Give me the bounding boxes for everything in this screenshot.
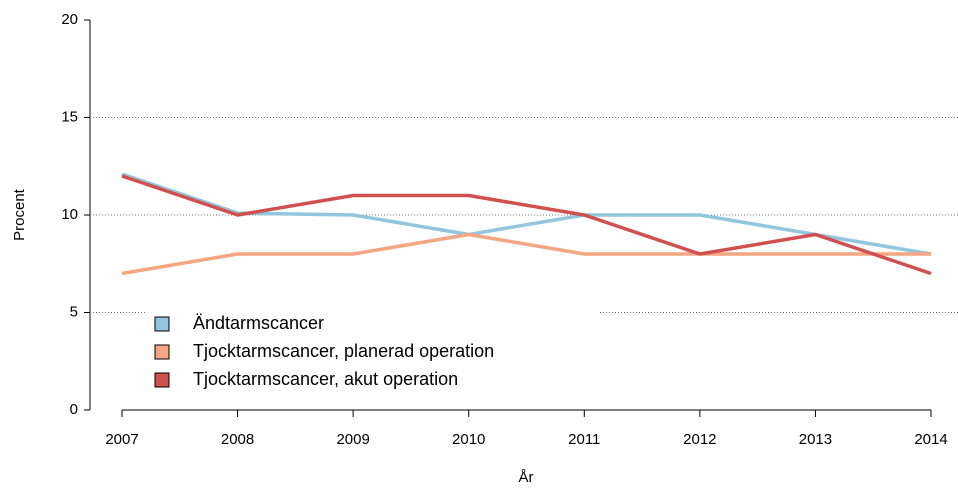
legend-swatch	[154, 316, 170, 332]
legend-swatch	[154, 344, 170, 360]
x-tick-label: 2014	[914, 431, 947, 448]
x-tick-label: 2011	[568, 431, 600, 448]
legend-background	[145, 310, 600, 398]
legend-label: Ändtarmscancer	[193, 313, 324, 333]
legend-swatch	[154, 372, 170, 388]
x-tick-label: 2010	[452, 431, 485, 448]
legend-label: Tjocktarmscancer, akut operation	[193, 369, 458, 389]
y-tick-label: 10	[61, 206, 78, 223]
data-line	[121, 174, 932, 276]
x-tick-label: 2012	[683, 431, 716, 448]
y-tick-label: 20	[61, 11, 78, 28]
data-line	[121, 232, 931, 276]
x-tick-label: 2009	[336, 431, 369, 448]
y-tick-label: 0	[70, 401, 78, 418]
y-tick-label: 15	[61, 108, 78, 125]
x-tick-label: 2008	[221, 431, 254, 448]
x-tick-label: 2007	[105, 431, 138, 448]
x-axis-label: År	[519, 469, 534, 486]
y-axis-label: Procent	[11, 188, 28, 241]
y-tick-label: 5	[70, 303, 78, 320]
legend-label: Tjocktarmscancer, planerad operation	[193, 341, 494, 361]
x-tick-label: 2013	[799, 431, 832, 448]
